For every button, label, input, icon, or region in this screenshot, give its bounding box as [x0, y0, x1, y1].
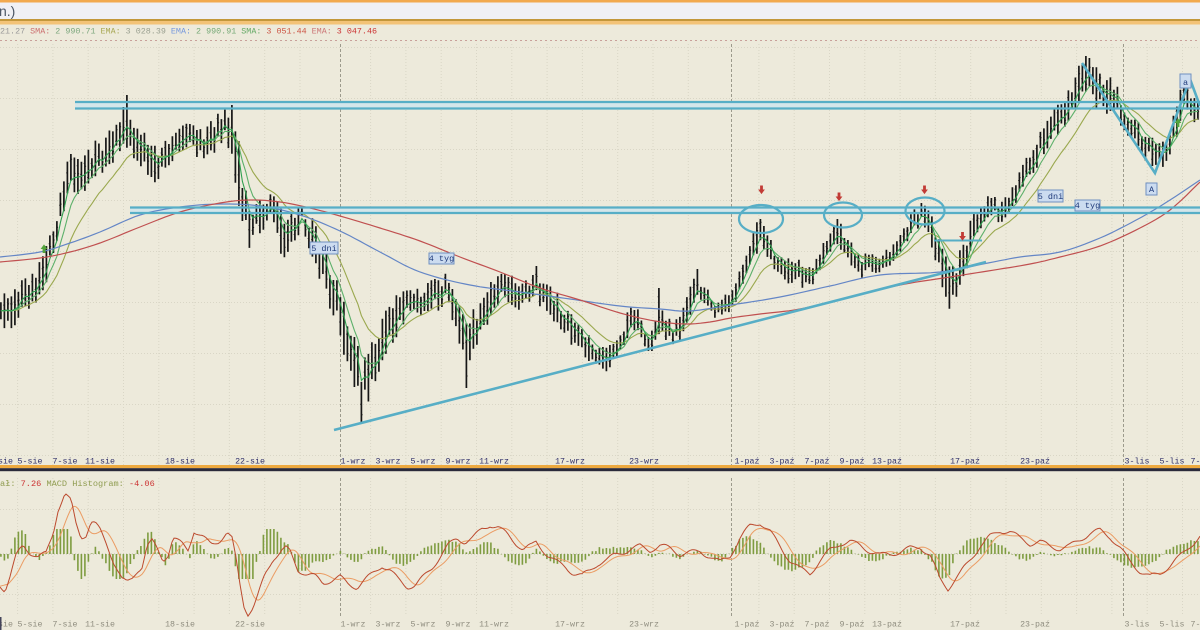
svg-text:9-paź: 9-paź	[840, 457, 865, 467]
svg-text:11-wrz: 11-wrz	[479, 458, 509, 467]
svg-text:18-sie: 18-sie	[165, 620, 195, 630]
svg-text:5-sie: 5-sie	[18, 457, 43, 467]
svg-text:13-paź: 13-paź	[872, 457, 902, 467]
svg-text:5 dni: 5 dni	[311, 244, 337, 254]
svg-text:A: A	[1149, 185, 1155, 195]
svg-text:4 tyg: 4 tyg	[1075, 201, 1101, 211]
svg-text:ał: 7.26 MACD Histogram: -4.06: ał: 7.26 MACD Histogram: -4.06	[0, 479, 155, 489]
svg-text:3-wrz: 3-wrz	[376, 458, 401, 467]
svg-text:17-wrz: 17-wrz	[555, 458, 585, 467]
svg-text:9-paź: 9-paź	[840, 620, 865, 630]
svg-text:21.27 SMA: 2 990.71 EMA: 3 028: 21.27 SMA: 2 990.71 EMA: 3 028.39 EMA: 2…	[0, 27, 377, 37]
svg-text:3-lis: 3-lis	[1125, 457, 1150, 467]
svg-text:3-wrz: 3-wrz	[376, 621, 401, 630]
svg-text:5-wrz: 5-wrz	[411, 458, 436, 467]
svg-text:5-wrz: 5-wrz	[411, 621, 436, 630]
svg-text:1-wrz: 1-wrz	[341, 458, 366, 467]
svg-text:1-paź: 1-paź	[735, 457, 760, 467]
svg-text:4 tyg: 4 tyg	[429, 254, 455, 264]
svg-text:3-lis: 3-lis	[1125, 620, 1150, 630]
svg-text:9-wrz: 9-wrz	[446, 621, 471, 630]
svg-text:5-lis: 5-lis	[1160, 457, 1185, 467]
svg-text:1-wrz: 1-wrz	[341, 621, 366, 630]
svg-text:5-sie: 5-sie	[18, 620, 43, 630]
svg-text:18-sie: 18-sie	[165, 457, 195, 467]
svg-text:17-paź: 17-paź	[950, 457, 980, 467]
svg-text:23-paź: 23-paź	[1020, 620, 1050, 630]
svg-text:17-wrz: 17-wrz	[555, 621, 585, 630]
svg-text:11-sie: 11-sie	[85, 620, 115, 630]
svg-text:sie: sie	[0, 457, 13, 467]
svg-text:22-sie: 22-sie	[235, 620, 265, 630]
svg-text:5 dni: 5 dni	[1038, 192, 1064, 202]
svg-text:9-wrz: 9-wrz	[446, 458, 471, 467]
svg-text:sie: sie	[0, 620, 13, 630]
svg-text:22-sie: 22-sie	[235, 457, 265, 467]
svg-text:17-paź: 17-paź	[950, 620, 980, 630]
svg-text:7-sie: 7-sie	[53, 457, 78, 467]
svg-text:3-paź: 3-paź	[770, 620, 795, 630]
svg-text:3-paź: 3-paź	[770, 457, 795, 467]
svg-text:a: a	[1183, 78, 1188, 88]
svg-text:23-paź: 23-paź	[1020, 457, 1050, 467]
svg-text:7-paź: 7-paź	[805, 457, 830, 467]
svg-text:7-paź: 7-paź	[805, 620, 830, 630]
svg-text:23-wrz: 23-wrz	[629, 621, 659, 630]
svg-text:7-l: 7-l	[1191, 457, 1200, 467]
svg-text:7-sie: 7-sie	[53, 620, 78, 630]
svg-text:23-wrz: 23-wrz	[629, 458, 659, 467]
svg-text:13-paź: 13-paź	[872, 620, 902, 630]
svg-text:1-paź: 1-paź	[735, 620, 760, 630]
svg-text:5-lis: 5-lis	[1160, 620, 1185, 630]
svg-text:11-wrz: 11-wrz	[479, 621, 509, 630]
svg-text:11-sie: 11-sie	[85, 457, 115, 467]
svg-text:n.): n.)	[0, 3, 15, 19]
svg-text:7-l: 7-l	[1191, 620, 1200, 630]
